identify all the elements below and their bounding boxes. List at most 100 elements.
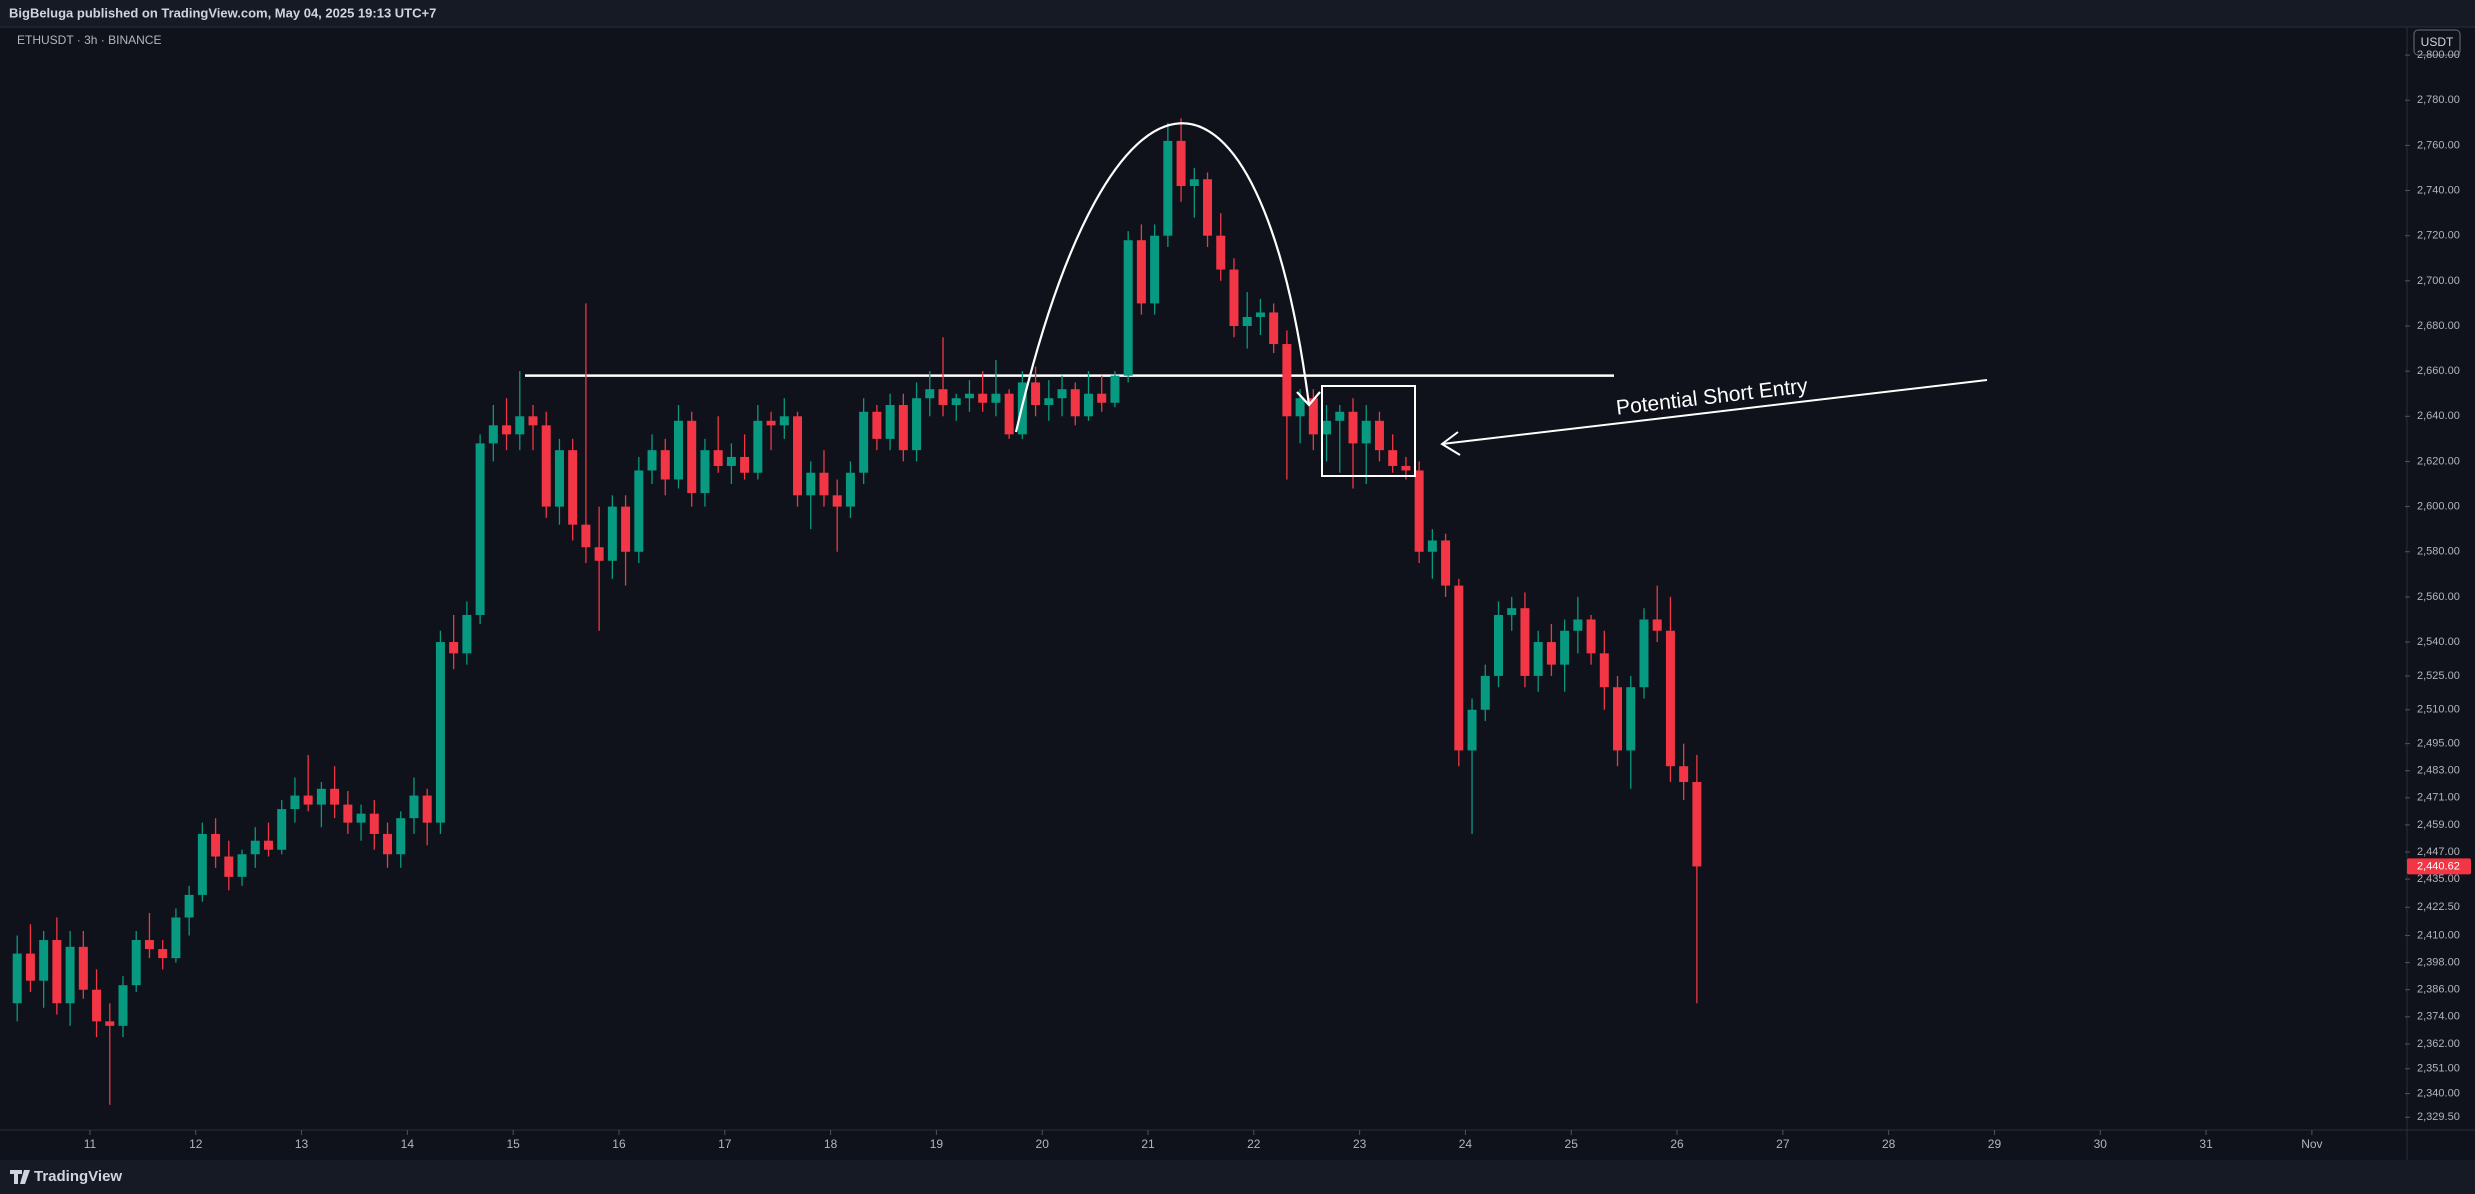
x-tick-label: 26 [1670, 1137, 1684, 1151]
candle-body [144, 940, 154, 950]
candle-body [621, 506, 631, 552]
candle-body [290, 795, 300, 810]
y-tick-label: 2,398.00 [2417, 957, 2460, 969]
y-tick-label: 2,580.00 [2417, 546, 2460, 558]
candle-body [991, 393, 1001, 403]
y-tick-label: 2,422.50 [2417, 901, 2460, 913]
candle-body [303, 795, 313, 805]
candle-body [726, 456, 736, 466]
candle-body [978, 393, 988, 403]
x-tick-label: 21 [1141, 1137, 1155, 1151]
candle-body [951, 398, 961, 406]
y-tick-label: 2,660.00 [2417, 365, 2460, 377]
candle-body [250, 840, 260, 855]
candle-body [1626, 687, 1636, 751]
x-tick-label: 20 [1036, 1137, 1050, 1151]
candle-body [779, 416, 789, 426]
y-tick-label: 2,720.00 [2417, 230, 2460, 242]
candle-body [65, 946, 75, 1004]
candle-body [118, 985, 128, 1026]
candle-body [211, 833, 221, 857]
x-tick-label: 25 [1565, 1137, 1579, 1151]
y-tick-label: 2,560.00 [2417, 591, 2460, 603]
y-tick-label: 2,760.00 [2417, 139, 2460, 151]
y-tick-label: 2,800.00 [2417, 49, 2460, 61]
candle-body [263, 840, 273, 850]
candle-body [1507, 608, 1517, 615]
brand-logo [10, 1170, 30, 1184]
x-tick-label: 11 [84, 1137, 97, 1151]
candle-body [859, 411, 869, 473]
candle-body [1586, 619, 1596, 654]
candle-body [422, 795, 432, 823]
candle-body [1216, 235, 1226, 270]
candle-body [1136, 240, 1146, 304]
candle-body [449, 642, 459, 654]
candle-body [462, 614, 472, 654]
y-tick-label: 2,435.00 [2417, 873, 2460, 885]
candle-body [581, 524, 591, 548]
brand-name: TradingView [34, 1168, 122, 1185]
candle-body [1639, 619, 1649, 688]
candle-body [912, 398, 922, 451]
x-tick-label: 22 [1247, 1137, 1261, 1151]
x-tick-label: 23 [1353, 1137, 1367, 1151]
candle-body [1070, 389, 1080, 417]
x-tick-label: 27 [1776, 1137, 1790, 1151]
candle-body [1097, 393, 1107, 403]
pointer-arrowhead [1440, 431, 1461, 456]
x-tick-label: 17 [718, 1137, 732, 1151]
candle-body [197, 833, 207, 895]
y-tick-label: 2,329.50 [2417, 1111, 2460, 1123]
y-tick-label: 2,640.00 [2417, 410, 2460, 422]
candle-body [330, 788, 340, 805]
x-tick-label: 12 [189, 1137, 203, 1151]
y-tick-label: 2,447.00 [2417, 846, 2460, 858]
y-tick-label: 2,620.00 [2417, 455, 2460, 467]
y-tick-label: 2,600.00 [2417, 501, 2460, 513]
arc-arrowhead [1296, 391, 1321, 407]
candle-body [396, 818, 406, 855]
y-tick-label: 2,680.00 [2417, 320, 2460, 332]
candle-body [1295, 398, 1305, 417]
candle-body [277, 809, 287, 850]
candle-body [1031, 382, 1041, 406]
candle-body [1361, 420, 1371, 444]
candle-body [819, 472, 829, 496]
candle-body [1123, 240, 1133, 376]
candle-body [806, 472, 816, 496]
candle-body [1189, 179, 1199, 187]
candle-body [1335, 411, 1345, 421]
pointer-arrow [1441, 379, 1988, 445]
y-tick-label: 2,374.00 [2417, 1011, 2460, 1023]
x-tick-label: 18 [824, 1137, 838, 1151]
x-tick-label: 29 [1988, 1137, 2002, 1151]
publisher-text: BigBeluga published on TradingView.com, … [9, 5, 436, 20]
currency-button[interactable] [2413, 29, 2461, 56]
candle-body [25, 953, 35, 981]
x-tick-label: 28 [1882, 1137, 1896, 1151]
candle-body [184, 894, 194, 918]
candle-body [554, 450, 564, 507]
candle-body [1652, 619, 1662, 631]
y-tick-label: 2,386.00 [2417, 984, 2460, 996]
candle-body [1176, 140, 1186, 187]
candle-body [1546, 642, 1556, 665]
currency-label: USDT [2421, 35, 2454, 49]
y-tick-label: 2,700.00 [2417, 275, 2460, 287]
candle-body [1573, 619, 1583, 631]
candle-body [1083, 393, 1093, 417]
last-price-tag [2407, 858, 2471, 875]
y-tick-label: 2,410.00 [2417, 929, 2460, 941]
x-tick-label: 16 [612, 1137, 626, 1151]
candle-body [832, 495, 842, 507]
candle-body [1520, 608, 1530, 676]
x-tick-label: 31 [2199, 1137, 2213, 1151]
candle-body [1613, 687, 1623, 751]
candle-body [528, 416, 538, 426]
candle-body [568, 450, 578, 525]
x-tick-label: Nov [2301, 1137, 2322, 1151]
candle-body [1242, 316, 1252, 326]
y-tick-label: 2,525.00 [2417, 670, 2460, 682]
